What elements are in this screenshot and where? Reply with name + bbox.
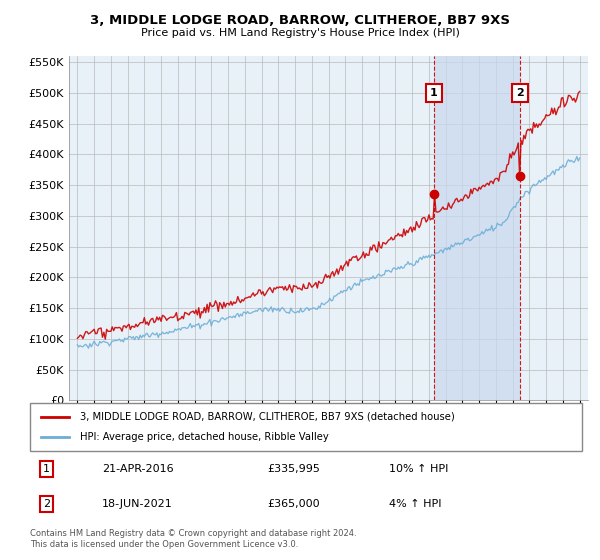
Text: 1: 1 bbox=[430, 88, 438, 98]
Text: 4% ↑ HPI: 4% ↑ HPI bbox=[389, 499, 442, 509]
Text: £365,000: £365,000 bbox=[268, 499, 320, 509]
Text: Contains HM Land Registry data © Crown copyright and database right 2024.
This d: Contains HM Land Registry data © Crown c… bbox=[30, 529, 356, 549]
Bar bbox=[434, 56, 520, 400]
Text: 2: 2 bbox=[43, 499, 50, 509]
Text: 3, MIDDLE LODGE ROAD, BARROW, CLITHEROE, BB7 9XS (detached house): 3, MIDDLE LODGE ROAD, BARROW, CLITHEROE,… bbox=[80, 412, 454, 422]
Text: 3, MIDDLE LODGE ROAD, BARROW, CLITHEROE, BB7 9XS: 3, MIDDLE LODGE ROAD, BARROW, CLITHEROE,… bbox=[90, 14, 510, 27]
Text: £335,995: £335,995 bbox=[268, 464, 320, 474]
Text: 10% ↑ HPI: 10% ↑ HPI bbox=[389, 464, 448, 474]
FancyBboxPatch shape bbox=[30, 403, 582, 451]
Text: 21-APR-2016: 21-APR-2016 bbox=[102, 464, 173, 474]
Text: 1: 1 bbox=[43, 464, 50, 474]
Text: Price paid vs. HM Land Registry's House Price Index (HPI): Price paid vs. HM Land Registry's House … bbox=[140, 28, 460, 38]
Text: 2: 2 bbox=[517, 88, 524, 98]
Text: 18-JUN-2021: 18-JUN-2021 bbox=[102, 499, 173, 509]
Text: HPI: Average price, detached house, Ribble Valley: HPI: Average price, detached house, Ribb… bbox=[80, 432, 328, 442]
